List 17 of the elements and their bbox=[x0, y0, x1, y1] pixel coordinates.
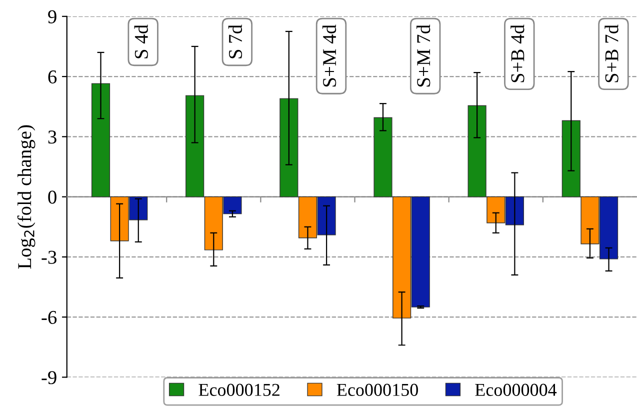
y-tick-label: 0 bbox=[48, 190, 56, 204]
y-tick-label: -9 bbox=[42, 371, 56, 384]
y-tick-label: 9 bbox=[48, 10, 56, 24]
x-tick-label: S+M 7d bbox=[416, 24, 430, 86]
y-tick-label: 3 bbox=[48, 130, 56, 144]
x-tick-label: S+M 4d bbox=[322, 24, 336, 86]
x-tick-label: S 4d bbox=[134, 24, 148, 58]
y-axis-title: Log$_{2}$(fold change) bbox=[17, 125, 36, 269]
legend-label: Eco000150 bbox=[336, 384, 418, 396]
legend-label: Eco000152 bbox=[198, 384, 280, 396]
y-tick-label: -6 bbox=[42, 310, 57, 324]
y-tick-label: -3 bbox=[42, 250, 56, 264]
x-tick-label: S+B 7d bbox=[604, 24, 618, 82]
y-tick-label: 6 bbox=[48, 70, 57, 84]
legend-label: Eco000004 bbox=[475, 384, 557, 396]
x-tick-label: S 7d bbox=[228, 24, 242, 58]
x-tick-label: S+B 4d bbox=[510, 24, 524, 82]
